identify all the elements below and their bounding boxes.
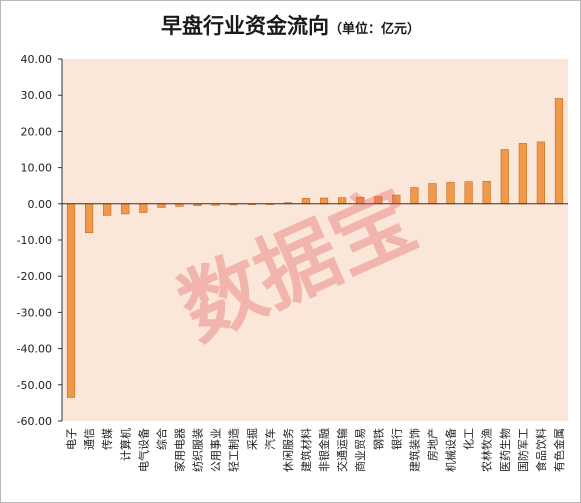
category-label: 食品饮料	[534, 428, 548, 472]
y-tick-label: -60.00	[17, 415, 52, 428]
bar-通信	[85, 203, 94, 234]
bar-综合	[157, 203, 166, 208]
category-label: 汽车	[263, 428, 277, 450]
category-label: 医药生物	[498, 428, 512, 472]
chart-title-unit: （单位：亿元）	[328, 22, 420, 37]
category-label: 电子	[65, 428, 78, 450]
y-tick-label: -20.00	[17, 270, 52, 283]
y-tick-labels: 40.00 30.00 20.00 10.00 0.00 -10.00 -20.00 -30.…	[17, 53, 52, 428]
category-label: 有色金属	[552, 428, 566, 472]
category-label: 电气设备	[136, 428, 150, 472]
y-tick-label: 10.00	[21, 162, 53, 175]
category-label: 通信	[83, 428, 96, 450]
bar-电子	[66, 203, 76, 398]
y-tick-label: 30.00	[21, 89, 53, 102]
category-label: 家用电器	[172, 428, 186, 472]
category-label: 非银金融	[317, 428, 331, 472]
y-tick-label: 0.00	[28, 198, 53, 211]
chart-title-main: 早盘行业资金流向	[160, 14, 329, 38]
category-label: 银行	[389, 428, 403, 450]
y-tick-label: -50.00	[17, 379, 52, 392]
bar-食品饮料	[536, 141, 545, 205]
y-tick-label: -40.00	[17, 343, 52, 356]
chart-title: 早盘行业资金流向（单位：亿元）	[0, 10, 581, 40]
y-tick-label: 40.00	[21, 53, 53, 66]
y-tick-label: -10.00	[17, 234, 52, 247]
category-label: 机械设备	[444, 428, 458, 472]
bar-机械设备	[446, 182, 455, 205]
bar-计算机	[121, 203, 130, 215]
bar-电气设备	[139, 203, 148, 213]
category-label: 农林牧渔	[480, 428, 494, 472]
category-label: 轻工制造	[227, 428, 241, 472]
category-label: 采掘	[245, 428, 259, 450]
category-label: 计算机	[118, 428, 132, 461]
category-label: 房地产	[425, 428, 439, 461]
axes-group	[58, 58, 568, 422]
category-label: 公用事业	[210, 428, 223, 472]
y-tick-label: 20.00	[21, 125, 53, 138]
bar-有色金属	[554, 98, 564, 205]
bar-建筑材料	[301, 198, 311, 205]
bar-国防军工	[518, 143, 527, 205]
category-label: 交通运输	[335, 428, 349, 472]
category-label: 商业贸易	[353, 428, 367, 472]
category-label: 传媒	[101, 428, 114, 450]
category-labels: 电子 通信 传媒 计算机 电气设备 综合 家用电器 纺织服装 公用事业 轻工制造 采掘 汽车 休闲服务建…	[65, 428, 566, 472]
y-tick-label: -30.00	[17, 306, 52, 319]
category-label: 国防军工	[516, 428, 530, 472]
category-label: 纺织服装	[191, 428, 205, 472]
category-label: 综合	[154, 428, 168, 450]
bar-农林牧渔	[482, 181, 491, 205]
bars-group	[66, 98, 564, 398]
category-label: 休闲服务	[281, 428, 295, 472]
bar-房地产	[428, 183, 437, 205]
bar-医药生物	[500, 149, 509, 205]
bar-建筑装饰	[410, 187, 419, 205]
category-label: 化工	[462, 428, 476, 450]
bar-化工	[464, 181, 473, 205]
category-label: 钢铁	[372, 428, 385, 450]
bar-传媒	[103, 203, 112, 216]
plot-area	[62, 59, 568, 421]
category-label: 建筑材料	[299, 428, 313, 472]
category-label: 建筑装饰	[407, 428, 421, 472]
